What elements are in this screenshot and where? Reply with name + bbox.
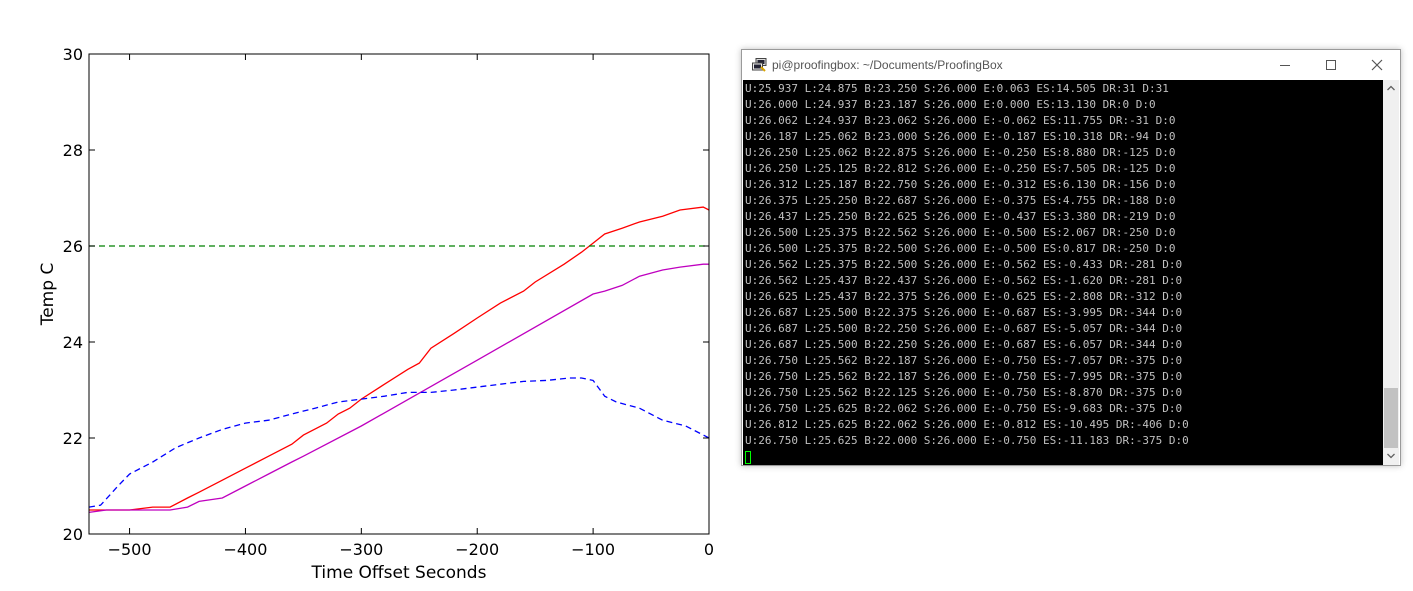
- close-button[interactable]: [1354, 50, 1400, 80]
- close-icon: [1371, 59, 1383, 71]
- ticks-layer: −500 −400 −300 −200 −100 0 20 22 24 26 28 30: [63, 45, 714, 559]
- chevron-down-icon: [1387, 453, 1395, 459]
- terminal-line: U:25.937 L:24.875 B:23.250 S:26.000 E:0.…: [745, 82, 1169, 95]
- y-tick-label: 28: [63, 141, 83, 160]
- x-tick-label: −200: [455, 540, 499, 559]
- terminal-line: U:26.250 L:25.062 B:22.875 S:26.000 E:-0…: [745, 146, 1176, 159]
- terminal-line: U:26.750 L:25.562 B:22.187 S:26.000 E:-0…: [745, 370, 1183, 383]
- terminal-line: U:26.062 L:24.937 B:23.062 S:26.000 E:-0…: [745, 114, 1176, 127]
- x-tick-label: −100: [571, 540, 615, 559]
- temperature-chart: −500 −400 −300 −200 −100 0 20 22 24 26 28 30 Time O…: [38, 45, 714, 583]
- putty-icon[interactable]: [752, 58, 767, 72]
- y-tick-label: 24: [63, 333, 83, 352]
- vertical-scrollbar[interactable]: [1383, 80, 1399, 465]
- terminal-line: U:26.750 L:25.562 B:22.187 S:26.000 E:-0…: [745, 354, 1183, 367]
- terminal-line: U:26.687 L:25.500 B:22.250 S:26.000 E:-0…: [745, 338, 1183, 351]
- maximize-button[interactable]: [1308, 50, 1354, 80]
- x-tick-label: −500: [108, 540, 152, 559]
- terminal-output[interactable]: U:25.937 L:24.875 B:23.250 S:26.000 E:0.…: [743, 80, 1384, 465]
- maximize-icon: [1326, 60, 1336, 70]
- y-tick-label: 22: [63, 429, 83, 448]
- x-tick-label: 0: [704, 540, 714, 559]
- scrollbar-thumb[interactable]: [1384, 388, 1398, 448]
- terminal-window[interactable]: pi@proofingbox: ~/Documents/ProofingBox …: [741, 49, 1401, 466]
- minimize-button[interactable]: [1262, 50, 1308, 80]
- terminal-line: U:26.687 L:25.500 B:22.250 S:26.000 E:-0…: [745, 322, 1183, 335]
- y-tick-label: 20: [63, 525, 83, 544]
- minimize-icon: [1280, 65, 1290, 66]
- y-tick-label: 30: [63, 45, 83, 64]
- terminal-line: U:26.562 L:25.375 B:22.500 S:26.000 E:-0…: [745, 258, 1183, 271]
- chevron-up-icon: [1387, 85, 1395, 91]
- terminal-line: U:26.687 L:25.500 B:22.375 S:26.000 E:-0…: [745, 306, 1183, 319]
- terminal-line: U:26.750 L:25.625 B:22.062 S:26.000 E:-0…: [745, 402, 1183, 415]
- y-axis-label: Temp C: [38, 263, 58, 327]
- terminal-line: U:26.562 L:25.437 B:22.437 S:26.000 E:-0…: [745, 274, 1183, 287]
- terminal-cursor: [745, 451, 751, 464]
- x-axis-label: Time Offset Seconds: [311, 563, 487, 583]
- series-line-1: [89, 206, 710, 511]
- terminal-line: U:26.750 L:25.625 B:22.000 S:26.000 E:-0…: [745, 434, 1189, 447]
- terminal-line: U:26.750 L:25.562 B:22.125 S:26.000 E:-0…: [745, 386, 1183, 399]
- terminal-lines: U:25.937 L:24.875 B:23.250 S:26.000 E:0.…: [745, 81, 1189, 449]
- window-title: pi@proofingbox: ~/Documents/ProofingBox: [772, 58, 1003, 72]
- terminal-line: U:26.437 L:25.250 B:22.625 S:26.000 E:-0…: [745, 210, 1176, 223]
- x-tick-label: −300: [339, 540, 383, 559]
- terminal-line: U:26.250 L:25.125 B:22.812 S:26.000 E:-0…: [745, 162, 1176, 175]
- scroll-down-button[interactable]: [1383, 448, 1399, 465]
- terminal-line: U:26.000 L:24.937 B:23.187 S:26.000 E:0.…: [745, 98, 1156, 111]
- terminal-line: U:26.625 L:25.437 B:22.375 S:26.000 E:-0…: [745, 290, 1183, 303]
- terminal-line: U:26.500 L:25.375 B:22.562 S:26.000 E:-0…: [745, 226, 1176, 239]
- series-layer: [88, 206, 710, 514]
- scroll-up-button[interactable]: [1383, 80, 1399, 97]
- plot-frame: [88, 53, 710, 535]
- title-bar[interactable]: pi@proofingbox: ~/Documents/ProofingBox: [742, 50, 1400, 80]
- x-tick-label: −400: [223, 540, 267, 559]
- y-tick-label: 26: [63, 237, 83, 256]
- terminal-line: U:26.375 L:25.250 B:22.687 S:26.000 E:-0…: [745, 194, 1176, 207]
- terminal-line: U:26.500 L:25.375 B:22.500 S:26.000 E:-0…: [745, 242, 1176, 255]
- series-line-2: [88, 263, 709, 514]
- terminal-line: U:26.312 L:25.187 B:22.750 S:26.000 E:-0…: [745, 178, 1176, 191]
- series-line-3: [88, 377, 710, 508]
- terminal-line: U:26.187 L:25.062 B:23.000 S:26.000 E:-0…: [745, 130, 1176, 143]
- terminal-line: U:26.812 L:25.625 B:22.062 S:26.000 E:-0…: [745, 418, 1189, 431]
